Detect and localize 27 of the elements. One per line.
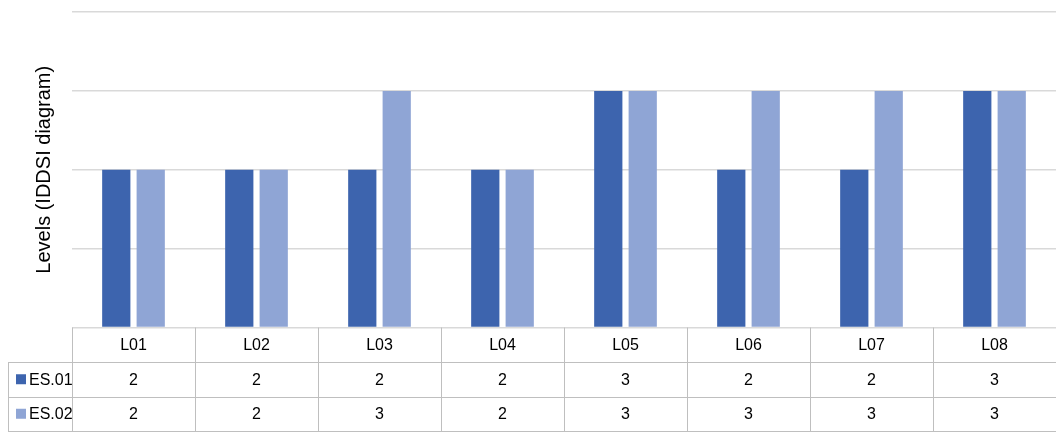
x-tick-label: L07 [858,336,885,354]
data-label: 3 [990,370,1000,388]
x-tick-label: L02 [243,336,270,354]
data-label: 3 [621,405,631,423]
y-axis-title: Levels (IDDSI diagram) [31,65,54,274]
x-tick-label: L01 [120,336,147,354]
data-label: 2 [252,370,262,388]
data-label: 3 [867,405,877,423]
data-label: 2 [498,405,508,423]
x-tick-label: L08 [981,336,1008,354]
data-label: 3 [990,405,1000,423]
data-label: 2 [498,370,508,388]
data-label: 2 [744,370,754,388]
legend-label: ES.02 [29,405,73,423]
legend-label: ES.01 [29,370,73,388]
data-label: 3 [375,405,385,423]
data-label: 3 [744,405,754,423]
data-label: 3 [621,370,631,388]
data-label: 2 [252,405,262,423]
x-tick-label: L04 [489,336,516,354]
data-label: 2 [375,370,385,388]
x-tick-label: L03 [366,336,393,354]
data-label: 2 [867,370,877,388]
data-label: 2 [129,405,139,423]
x-tick-label: L06 [735,336,762,354]
x-tick-label: L05 [612,336,639,354]
data-label: 2 [129,370,139,388]
